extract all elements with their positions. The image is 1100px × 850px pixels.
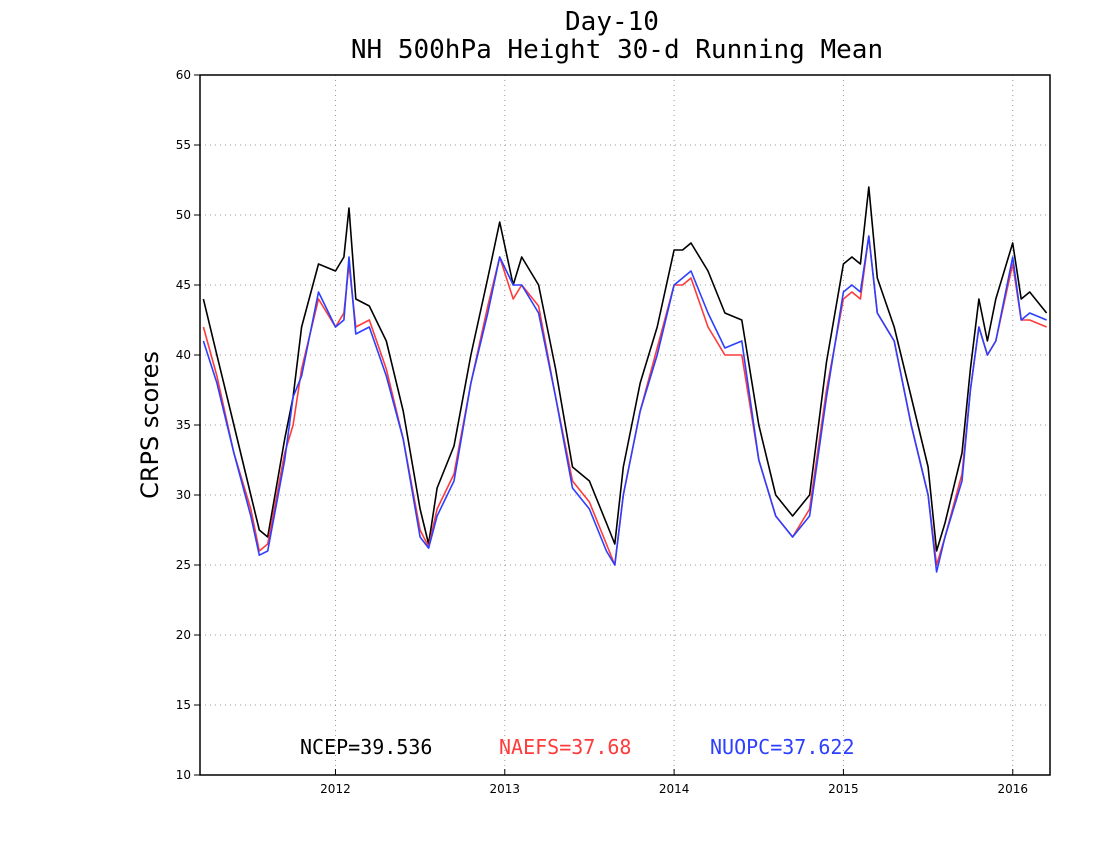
y-tick-label: 25 [176,558,191,572]
grid [200,75,1050,775]
chart-title: Day-10 [565,7,659,37]
ncep-stat-label: NCEP=39.536 [300,735,432,759]
y-tick-label: 35 [176,418,191,432]
y-tick-label: 30 [176,488,191,502]
series-line-ncep [202,186,1048,552]
series-line-nuopc [202,235,1047,573]
x-axis-ticks: 2012 2013 2014 2015 2016 [320,769,1028,796]
y-tick-label: 45 [176,278,191,292]
y-tick-label: 55 [176,138,191,152]
plot-frame [199,74,1051,776]
x-tick-label: 2013 [490,782,521,796]
x-tick-label: 2014 [659,782,690,796]
y-tick-label: 15 [176,698,191,712]
naefs-stat-label: NAEFS=37.68 [499,735,631,759]
chart-subtitle: NH 500hPa Height 30-d Running Mean [351,35,883,65]
y-tick-label: 60 [176,68,191,82]
series-lines [202,186,1048,573]
y-axis-label: CRPS scores [136,351,164,499]
y-tick-label: 20 [176,628,191,642]
y-tick-label: 40 [176,348,191,362]
nuopc-stat-label: NUOPC=37.622 [710,735,855,759]
x-tick-label: 2016 [997,782,1028,796]
x-tick-label: 2012 [320,782,351,796]
y-axis-ticks: 10 15 20 25 30 35 40 45 50 55 60 [176,68,200,782]
y-tick-label: 50 [176,208,191,222]
x-tick-label: 2015 [828,782,859,796]
y-tick-label: 10 [176,768,191,782]
